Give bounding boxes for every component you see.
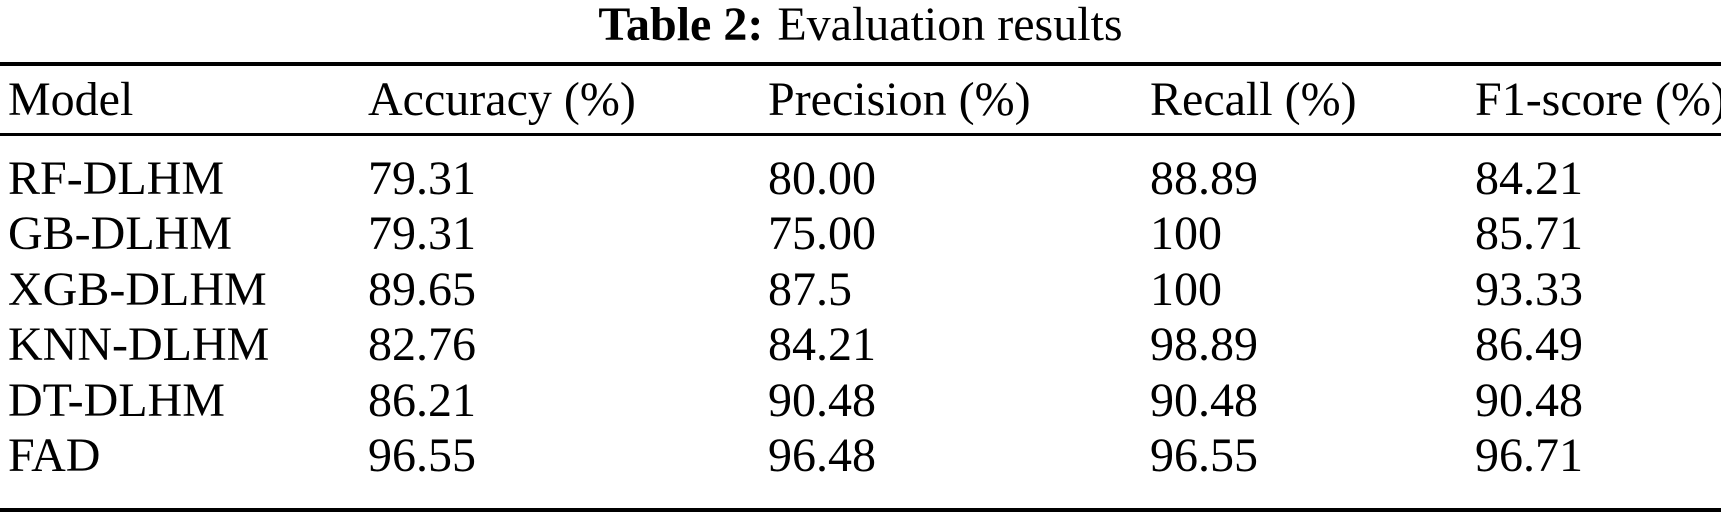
model-name-cell: XGB-DLHM xyxy=(8,262,267,316)
table-row: FAD 96.55 96.48 96.55 96.71 xyxy=(0,429,1721,485)
model-name-cell: GB-DLHM xyxy=(8,207,232,261)
f1-cell: 85.71 xyxy=(1475,207,1583,261)
table-bottom-rule xyxy=(0,508,1721,512)
column-header-precision: Precision (%) xyxy=(768,72,1031,126)
precision-cell: 75.00 xyxy=(768,207,876,261)
precision-cell: 87.5 xyxy=(768,262,852,316)
table-row: DT-DLHM 86.21 90.48 90.48 90.48 xyxy=(0,373,1721,429)
table-caption-label: Table 2: xyxy=(598,0,764,51)
f1-cell: 86.49 xyxy=(1475,318,1583,372)
accuracy-cell: 82.76 xyxy=(368,318,476,372)
model-name-cell: RF-DLHM xyxy=(8,151,225,205)
recall-cell: 98.89 xyxy=(1150,318,1258,372)
precision-cell: 96.48 xyxy=(768,429,876,483)
table-row: XGB-DLHM 89.65 87.5 100 93.33 xyxy=(0,262,1721,318)
table-row: KNN-DLHM 82.76 84.21 98.89 86.49 xyxy=(0,318,1721,374)
f1-cell: 96.71 xyxy=(1475,429,1583,483)
accuracy-cell: 89.65 xyxy=(368,262,476,316)
f1-cell: 84.21 xyxy=(1475,151,1583,205)
recall-cell: 96.55 xyxy=(1150,429,1258,483)
precision-cell: 80.00 xyxy=(768,151,876,205)
column-header-f1: F1-score (%) xyxy=(1475,72,1721,126)
precision-cell: 90.48 xyxy=(768,373,876,427)
recall-cell: 100 xyxy=(1150,207,1222,261)
accuracy-cell: 79.31 xyxy=(368,207,476,261)
model-name-cell: KNN-DLHM xyxy=(8,318,270,372)
table-header-row: Model Accuracy (%) Precision (%) Recall … xyxy=(0,66,1721,133)
column-header-recall: Recall (%) xyxy=(1150,72,1357,126)
f1-cell: 90.48 xyxy=(1475,373,1583,427)
accuracy-cell: 96.55 xyxy=(368,429,476,483)
recall-cell: 100 xyxy=(1150,262,1222,316)
table-header-rule xyxy=(0,133,1721,136)
table-caption-text: Evaluation results xyxy=(777,0,1123,51)
recall-cell: 88.89 xyxy=(1150,151,1258,205)
table-body: RF-DLHM 79.31 80.00 88.89 84.21 GB-DLHM … xyxy=(0,136,1721,508)
accuracy-cell: 86.21 xyxy=(368,373,476,427)
model-name-cell: FAD xyxy=(8,429,101,483)
recall-cell: 90.48 xyxy=(1150,373,1258,427)
precision-cell: 84.21 xyxy=(768,318,876,372)
f1-cell: 93.33 xyxy=(1475,262,1583,316)
model-name-cell: DT-DLHM xyxy=(8,373,225,427)
column-header-accuracy: Accuracy (%) xyxy=(368,72,636,126)
table-row: GB-DLHM 79.31 75.00 100 85.71 xyxy=(0,207,1721,263)
table-caption: Table 2: Evaluation results xyxy=(0,0,1721,50)
table-top-rule xyxy=(0,62,1721,66)
accuracy-cell: 79.31 xyxy=(368,151,476,205)
column-header-model: Model xyxy=(8,72,134,126)
table-row: RF-DLHM 79.31 80.00 88.89 84.21 xyxy=(0,151,1721,207)
